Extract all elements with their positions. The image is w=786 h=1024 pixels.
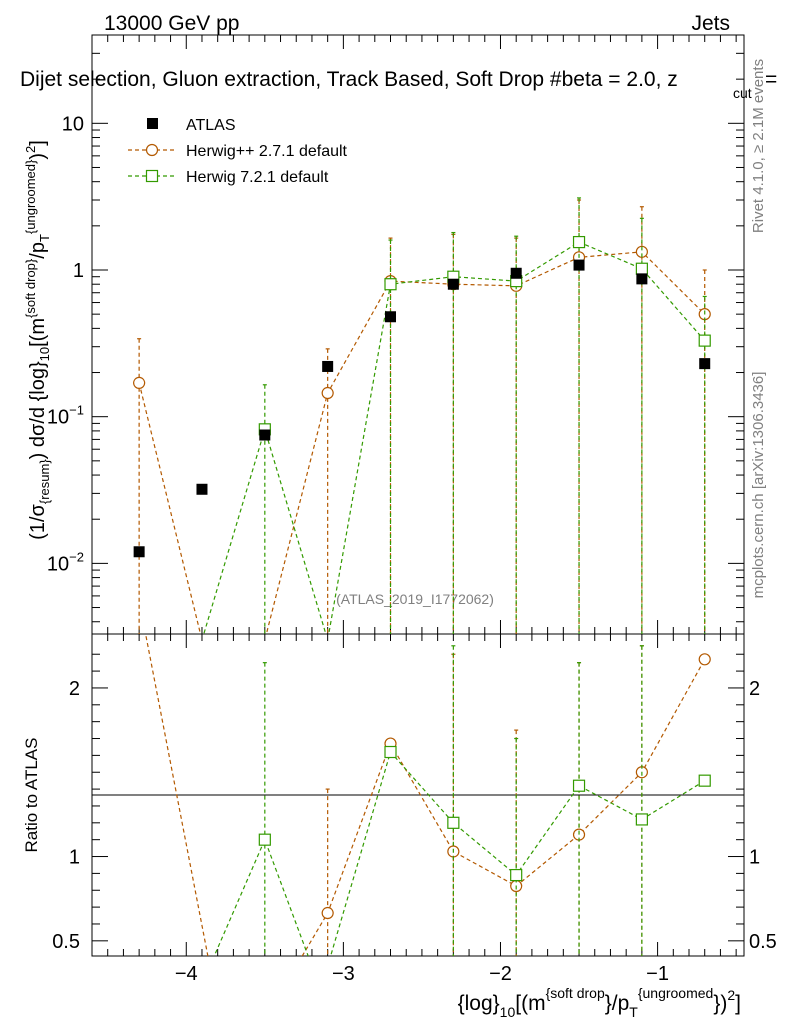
main-y-axis-title: (1/σ{resum}) dσ/d {log}10[(m{soft drop}/… bbox=[23, 140, 52, 540]
x-tick-label: −1 bbox=[646, 963, 669, 985]
atlas-point bbox=[133, 546, 145, 558]
herwigpp-main-point bbox=[133, 376, 146, 389]
plot-title-sub: cut bbox=[733, 85, 752, 101]
atlas-point bbox=[636, 273, 648, 285]
y-tick-label-ratio-left: 0.5 bbox=[52, 931, 80, 953]
herwigpp-ratio-line bbox=[144, 634, 706, 956]
rivet-label: Rivet 4.1.0, ≥ 2.1M events bbox=[750, 59, 767, 233]
legend: ATLAS Herwig++ 2.7.1 default Herwig 7.2.… bbox=[128, 117, 348, 186]
atlas-point bbox=[699, 358, 711, 370]
y-tick-label-main: 10−1 bbox=[47, 403, 84, 429]
mcplots-label: mcplots.cern.ch [arXiv:1306.3436] bbox=[750, 372, 767, 599]
category-label: Jets bbox=[691, 12, 730, 35]
herwigpp-ratio-point bbox=[118, 514, 129, 525]
legend-atlas-label: ATLAS bbox=[186, 117, 236, 134]
y-tick-label-main: 1 bbox=[73, 260, 84, 282]
legend-atlas-marker bbox=[147, 118, 158, 129]
herwigpp-main-line bbox=[138, 251, 706, 634]
y-tick-label-ratio-right: 2 bbox=[749, 678, 760, 700]
atlas-point bbox=[573, 259, 585, 271]
ratio-data-group bbox=[118, 514, 711, 972]
herwig7-main-point bbox=[384, 278, 397, 291]
herwig7-ratio-point bbox=[572, 779, 586, 792]
herwig7-ratio-point bbox=[258, 833, 271, 846]
plot-title: Dijet selection, Gluon extraction, Track… bbox=[20, 68, 678, 91]
herwig7-main-point bbox=[635, 262, 648, 275]
atlas-point bbox=[447, 278, 459, 290]
herwigpp-main-point bbox=[321, 386, 334, 400]
legend-herwigpp-marker bbox=[145, 143, 159, 157]
herwig7-ratio-point bbox=[447, 816, 460, 829]
herwig7-ratio-point bbox=[384, 745, 397, 759]
herwig7-ratio-point bbox=[510, 868, 523, 882]
energy-label: 13000 GeV pp bbox=[104, 12, 239, 35]
y-tick-label-ratio-right: 0.5 bbox=[749, 931, 777, 953]
analysis-watermark: (ATLAS_2019_I1772062) bbox=[336, 591, 494, 607]
atlas-point bbox=[259, 429, 271, 441]
herwigpp-ratio-point bbox=[204, 961, 215, 972]
herwigpp-ratio-point bbox=[698, 653, 711, 666]
herwig7-ratio-line bbox=[213, 750, 706, 956]
legend-herwig7-label: Herwig 7.2.1 default bbox=[186, 169, 329, 186]
y-tick-label-main: 10 bbox=[62, 113, 84, 135]
x-tick-label: −2 bbox=[489, 963, 512, 985]
y-tick-label-ratio-right: 1 bbox=[749, 847, 760, 869]
x-axis-title: {log}10[(m{soft drop}/pT{ungroomed})2] bbox=[458, 985, 741, 1020]
herwig7-ratio-point bbox=[635, 813, 648, 826]
herwig7-ratio-point bbox=[306, 961, 317, 972]
atlas-point bbox=[322, 360, 334, 372]
legend-herwig7-marker bbox=[145, 169, 159, 183]
herwig7-ratio-point bbox=[698, 774, 711, 787]
herwigpp-ratio-point bbox=[291, 961, 302, 972]
atlas-point bbox=[385, 311, 397, 323]
herwig7-ratio-point bbox=[204, 961, 215, 972]
main-data-group bbox=[133, 197, 711, 634]
herwigpp-ratio-point bbox=[321, 906, 334, 920]
x-tick-label: −4 bbox=[175, 963, 198, 985]
ratio-y-axis-title: Ratio to ATLAS bbox=[22, 738, 41, 853]
legend-herwigpp-label: Herwig++ 2.7.1 default bbox=[186, 143, 348, 160]
y-tick-label-main: 10−2 bbox=[47, 549, 84, 575]
atlas-point bbox=[196, 483, 208, 495]
herwig7-main-point bbox=[698, 334, 711, 347]
herwig7-main-point bbox=[572, 235, 586, 249]
herwig7-main-line bbox=[203, 241, 706, 634]
atlas-point bbox=[510, 267, 522, 279]
plot-title-tail: = bbox=[765, 68, 777, 91]
y-tick-label-ratio-left: 1 bbox=[69, 847, 80, 869]
x-tick-label: −3 bbox=[332, 963, 355, 985]
y-tick-label-ratio-left: 2 bbox=[69, 678, 80, 700]
